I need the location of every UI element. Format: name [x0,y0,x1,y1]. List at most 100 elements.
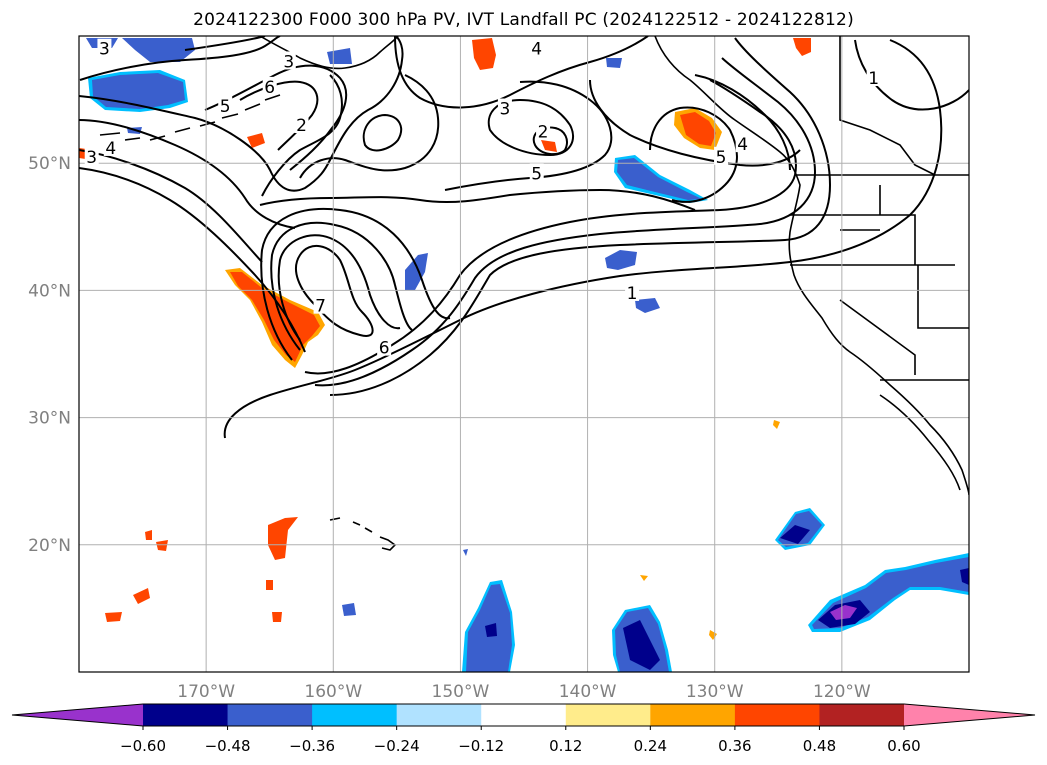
colorbar-segment [227,704,313,726]
pc-positive-region [709,630,717,640]
colorbar-tick-label: 0.48 [803,737,836,755]
colorbar-tick-label: −0.24 [374,737,420,755]
lon-tick-label: 150°W [432,682,490,702]
pc-positive-region [266,580,273,590]
contour-label-bg [218,95,233,114]
pc-positive-region [247,133,265,148]
lon-tick-label: 140°W [559,682,617,702]
contour-label: 2 [538,122,549,142]
pc-negative-region [405,253,428,290]
pc-negative-region [342,603,356,616]
pc-positive-region [230,272,320,362]
colorbar-segment [396,704,482,726]
map-background [79,36,969,672]
pv-contour-line [79,119,296,229]
canada-interior [839,36,936,176]
contour-label: 4 [105,139,116,159]
pc-negative-region [463,549,468,556]
pc-negative-region [960,568,969,585]
contour-label-bg [497,98,512,117]
colorbar-tick-label: −0.36 [289,737,335,755]
map-gridlines [79,36,969,672]
aleutians [99,94,281,141]
contour-label: 5 [220,97,231,117]
us-states-2 [839,299,969,381]
colorbar-tick-label: −0.60 [120,737,166,755]
contour-label: 5 [716,148,727,168]
contour-label-bg [262,76,277,95]
colorbar-segment [734,704,820,726]
contour-label: 5 [531,164,542,184]
pc-negative-region [485,623,497,637]
contour-label-bg [866,67,881,86]
pv-contour-line [314,57,817,387]
colorbar-segment [312,704,398,726]
colorbar-tick-label: 0.60 [887,737,920,755]
pv-contour-line [362,113,403,152]
lon-tick-label: 170°W [177,682,235,702]
latitude-ticks: 20°N 30°N 40°N 50°N [28,154,71,556]
pc-negative-region [780,525,810,544]
pv-contour-line [854,39,969,111]
pc-positive-region [773,420,780,429]
pv-contour-line [259,188,696,211]
lon-tick-label: 120°W [813,682,871,702]
pv-contour-line [329,37,832,396]
pc-positive-region [268,517,298,560]
pv-contour-line [184,36,266,51]
contour-label: 1 [627,284,638,304]
colorbar-tick-label: 0.36 [718,737,751,755]
contour-label-bg [536,121,551,140]
colorbar-tick-label: −0.48 [205,737,251,755]
pc-positive-region [133,588,150,604]
pv-contour-line [79,167,306,353]
contour-label-bg [529,163,544,182]
colorbar-tick-label: 0.12 [549,737,582,755]
colorbar-segment [565,704,651,726]
contour-label-bg [313,295,328,314]
colorbar-segment [143,704,229,726]
pc-positive-region [793,38,811,56]
contour-label-bg [529,38,544,57]
lon-tick-label: 160°W [304,682,362,702]
pc-negative-anomalies [86,38,969,672]
longitude-ticks: 170°W 160°W 150°W 140°W 130°W 120°W [177,682,871,702]
pc-positive-region [156,540,168,551]
pc-positive-region [541,140,557,152]
lat-tick-label: 50°N [28,154,71,174]
contour-label-bg [377,337,392,356]
lon-tick-label: 130°W [686,682,744,702]
contour-label-bg [84,146,99,165]
pc-negative-region [617,158,702,200]
contour-label: 3 [86,148,97,168]
colorbar-extend-max [904,704,1035,726]
pv-contour-line [223,39,943,439]
pv-contour-line [79,149,263,263]
colorbar: −0.60 −0.48 −0.36 −0.24 −0.12 0.12 0.24 0.36 0.4… [11,703,1036,755]
contour-label: 3 [99,40,110,60]
baja-coastline [879,394,961,491]
pv-contour-line [204,64,348,171]
pc-positive-region [472,38,496,70]
pc-positive-region [640,575,648,581]
lat-tick-label: 30°N [28,409,71,429]
colorbar-segment [650,704,736,726]
colorbar-extend-min [12,704,143,726]
colorbar-tick-label: −0.12 [458,737,504,755]
pc-negative-region [92,73,185,109]
contour-label: 7 [315,297,326,317]
lat-tick-label: 40°N [28,281,71,301]
pv-contour-line [79,36,281,81]
lat-tick-label: 20°N [28,536,71,556]
pv-contour-line [261,74,343,197]
pc-positive-region [145,530,152,540]
pv-contour-line [394,36,649,109]
colorbar-tick-label: 0.24 [634,737,667,755]
contour-label: 4 [737,135,748,155]
contour-label: 3 [500,100,511,120]
chart-title: 2024122300 F000 300 hPa PV, IVT Landfall… [193,10,854,30]
pv-contour-line [304,79,797,375]
pv-contour-line [444,80,613,191]
